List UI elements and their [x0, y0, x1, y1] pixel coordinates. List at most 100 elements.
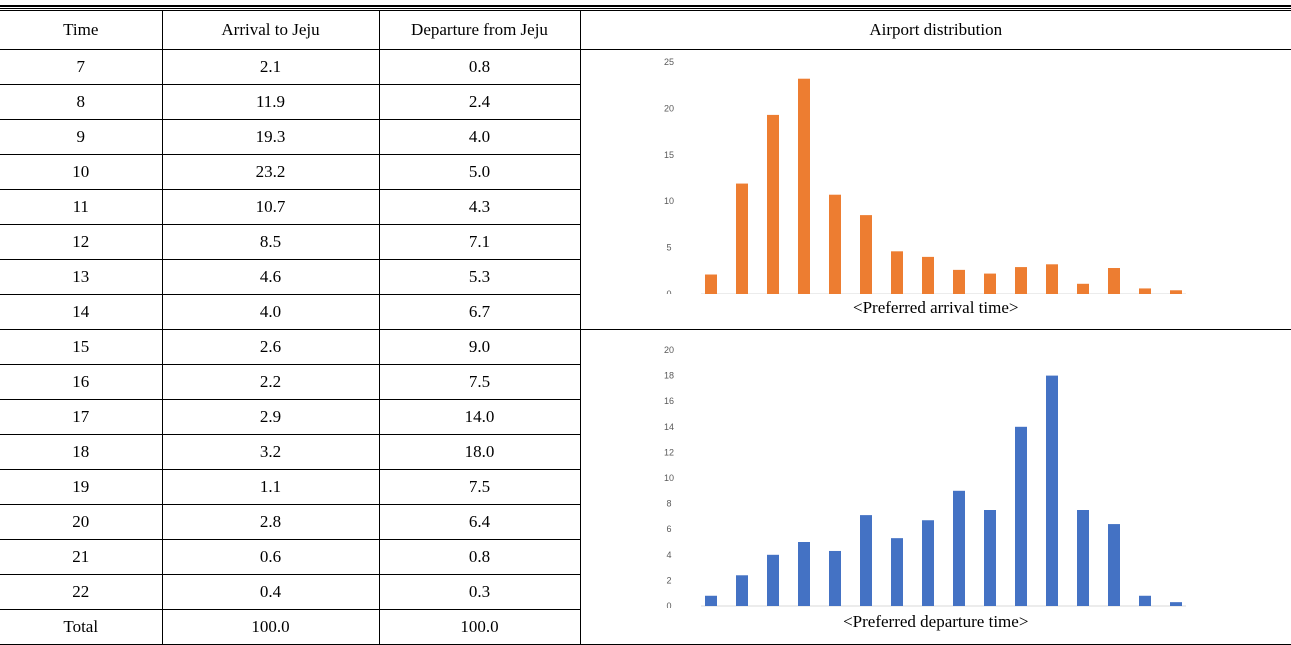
- departure-chart: 0246810121416182078910111213141516171819…: [581, 330, 1291, 636]
- y-tick-label: 20: [663, 345, 673, 355]
- bar: [891, 538, 903, 606]
- bar: [1139, 288, 1151, 294]
- cell-departure: 5.3: [379, 260, 580, 295]
- header-distribution: Airport distribution: [580, 11, 1291, 50]
- bar: [922, 257, 934, 294]
- chart-caption: <Preferred departure time>: [581, 608, 1291, 636]
- cell-time: 8: [0, 85, 162, 120]
- bar: [1108, 268, 1120, 294]
- y-tick-label: 15: [663, 150, 673, 160]
- bar: [767, 555, 779, 606]
- cell-arrival: 11.9: [162, 85, 379, 120]
- top-rule: [0, 5, 1291, 7]
- y-tick-label: 6: [666, 524, 671, 534]
- bar: [1015, 267, 1027, 294]
- cell-departure: 0.3: [379, 575, 580, 610]
- bar: [705, 275, 717, 294]
- cell-arrival: 8.5: [162, 225, 379, 260]
- bar: [705, 596, 717, 606]
- cell-arrival: 3.2: [162, 435, 379, 470]
- total-departure: 100.0: [379, 610, 580, 645]
- bar: [1077, 284, 1089, 294]
- cell-time: 7: [0, 50, 162, 85]
- cell-departure: 4.0: [379, 120, 580, 155]
- cell-time: 10: [0, 155, 162, 190]
- y-tick-label: 18: [663, 371, 673, 381]
- cell-departure: 7.1: [379, 225, 580, 260]
- cell-departure: 7.5: [379, 470, 580, 505]
- cell-departure: 9.0: [379, 330, 580, 365]
- cell-arrival: 2.9: [162, 400, 379, 435]
- y-tick-label: 20: [663, 103, 673, 113]
- cell-departure: 4.3: [379, 190, 580, 225]
- total-time: Total: [0, 610, 162, 645]
- y-tick-label: 2: [666, 575, 671, 585]
- bar: [953, 270, 965, 294]
- bar: [1139, 596, 1151, 606]
- bar: [860, 515, 872, 606]
- cell-departure: 0.8: [379, 50, 580, 85]
- cell-arrival: 4.6: [162, 260, 379, 295]
- bar: [1015, 427, 1027, 606]
- cell-arrival: 2.8: [162, 505, 379, 540]
- total-arrival: 100.0: [162, 610, 379, 645]
- cell-time: 9: [0, 120, 162, 155]
- bar: [860, 215, 872, 294]
- cell-arrival: 23.2: [162, 155, 379, 190]
- table-row: 152.69.002468101214161820789101112131415…: [0, 330, 1291, 365]
- cell-departure: 5.0: [379, 155, 580, 190]
- bar: [1170, 602, 1182, 606]
- y-tick-label: 10: [663, 196, 673, 206]
- bar: [984, 510, 996, 606]
- bar: [829, 551, 841, 606]
- bar: [922, 520, 934, 606]
- arrival-chart-cell: 051015202578910111213141516171819202122(…: [580, 50, 1291, 330]
- data-table: Time Arrival to Jeju Departure from Jeju…: [0, 10, 1291, 645]
- y-tick-label: 12: [663, 447, 673, 457]
- cell-arrival: 0.4: [162, 575, 379, 610]
- cell-time: 20: [0, 505, 162, 540]
- bar: [829, 195, 841, 294]
- table-row: 72.10.8051015202578910111213141516171819…: [0, 50, 1291, 85]
- bar: [1077, 510, 1089, 606]
- cell-arrival: 1.1: [162, 470, 379, 505]
- bar-chart-svg: 0246810121416182078910111213141516171819…: [581, 330, 1291, 608]
- bar: [767, 115, 779, 294]
- cell-arrival: 2.6: [162, 330, 379, 365]
- y-tick-label: 16: [663, 396, 673, 406]
- cell-arrival: 10.7: [162, 190, 379, 225]
- y-tick-label: 0: [666, 601, 671, 608]
- cell-arrival: 0.6: [162, 540, 379, 575]
- bar: [1108, 524, 1120, 606]
- y-tick-label: 25: [663, 57, 673, 67]
- cell-time: 14: [0, 295, 162, 330]
- bar: [984, 274, 996, 294]
- y-tick-label: 10: [663, 473, 673, 483]
- y-tick-label: 8: [666, 499, 671, 509]
- cell-time: 21: [0, 540, 162, 575]
- cell-time: 19: [0, 470, 162, 505]
- cell-arrival: 19.3: [162, 120, 379, 155]
- cell-time: 18: [0, 435, 162, 470]
- cell-departure: 6.4: [379, 505, 580, 540]
- y-tick-label: 14: [663, 422, 673, 432]
- cell-arrival: 2.2: [162, 365, 379, 400]
- y-tick-label: 5: [666, 243, 671, 253]
- header-arrival: Arrival to Jeju: [162, 11, 379, 50]
- cell-arrival: 4.0: [162, 295, 379, 330]
- cell-departure: 2.4: [379, 85, 580, 120]
- departure-chart-cell: 0246810121416182078910111213141516171819…: [580, 330, 1291, 645]
- chart-caption: <Preferred arrival time>: [581, 294, 1291, 322]
- arrival-chart: 051015202578910111213141516171819202122(…: [581, 50, 1291, 322]
- cell-departure: 18.0: [379, 435, 580, 470]
- y-tick-label: 0: [666, 289, 671, 294]
- bar: [1046, 376, 1058, 606]
- y-tick-label: 4: [666, 550, 671, 560]
- cell-time: 12: [0, 225, 162, 260]
- header-departure: Departure from Jeju: [379, 11, 580, 50]
- bar: [1170, 290, 1182, 294]
- cell-departure: 14.0: [379, 400, 580, 435]
- cell-departure: 7.5: [379, 365, 580, 400]
- cell-time: 22: [0, 575, 162, 610]
- top-rule-thin: [0, 8, 1291, 9]
